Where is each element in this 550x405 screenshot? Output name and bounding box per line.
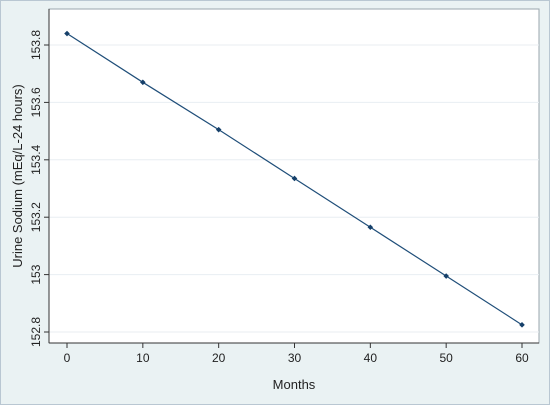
x-tick-label: 10: [136, 351, 150, 365]
y-tick-label: 153.2: [29, 202, 43, 232]
gridlines: [49, 44, 539, 333]
x-tick-label: 0: [64, 351, 71, 365]
x-tick-label: 20: [212, 351, 226, 365]
y-tick-label: 152.8: [29, 317, 43, 347]
x-tick-label: 60: [515, 351, 529, 365]
y-ticks: 152.8 153 153.2 153.4 153.6 153.8: [29, 30, 49, 347]
y-tick-label: 153.8: [29, 30, 43, 60]
x-tick-label: 50: [439, 351, 453, 365]
data-point-marker: [519, 322, 525, 328]
data-point-marker: [367, 224, 374, 231]
y-tick-label: 153.6: [29, 87, 43, 117]
x-axis-title: Months: [273, 377, 316, 392]
data-point-marker: [443, 273, 449, 279]
y-tick-label: 153: [29, 264, 43, 284]
series-layer: [64, 30, 525, 328]
plot-area: [48, 8, 540, 344]
data-point-marker: [215, 126, 222, 133]
x-tick-label: 40: [364, 351, 378, 365]
y-axis-title: Urine Sodium (mEq/L-24 hours): [10, 84, 25, 268]
data-point-marker: [140, 79, 146, 86]
y-tick-label: 153.4: [29, 144, 43, 174]
x-tick-label: 30: [288, 351, 302, 365]
data-point-marker: [291, 175, 298, 182]
x-ticks: 0 10 20 30 40 50 60: [64, 343, 529, 365]
data-point-marker: [64, 30, 70, 37]
